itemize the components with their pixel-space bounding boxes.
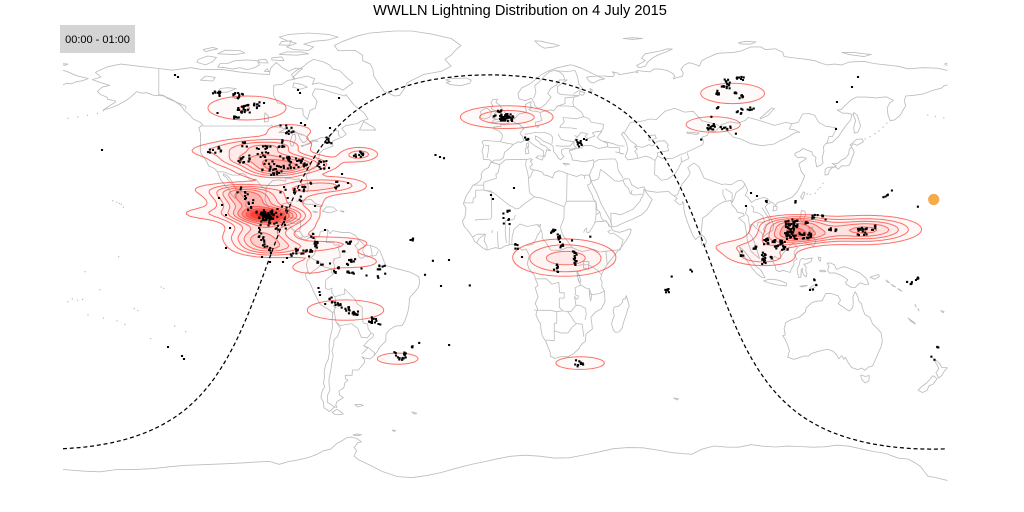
svg-text:WWLLN Lightning Distribution o: WWLLN Lightning Distribution on 4 July 2… xyxy=(373,3,667,19)
svg-text:00:00 - 01:00: 00:00 - 01:00 xyxy=(65,34,130,46)
